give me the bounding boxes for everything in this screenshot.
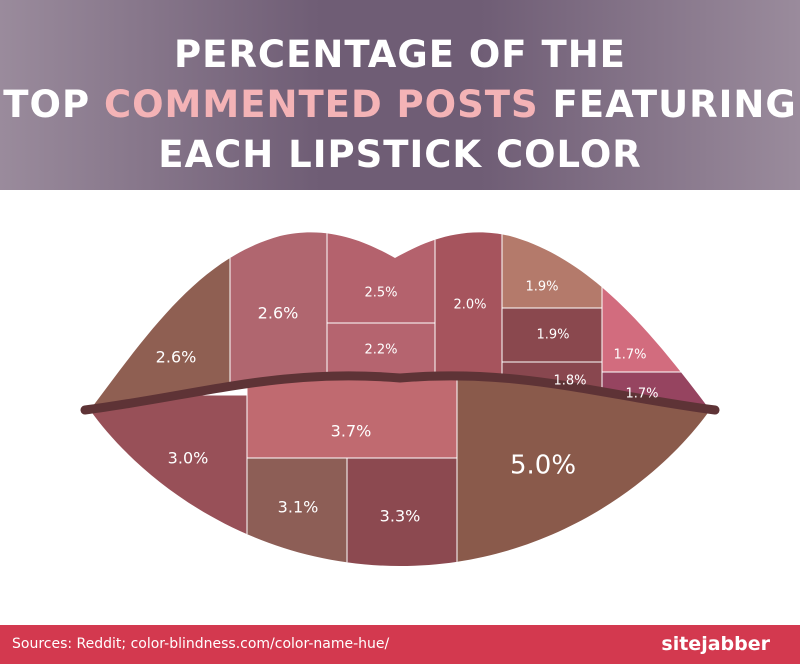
header: PERCENTAGE OF THE TOP COMMENTED POSTS FE… [0,0,800,190]
lower-lip [90,379,710,566]
source: Sources: Reddit; color-blindness.com/col… [12,636,390,652]
value-label: 1.8% [553,374,586,389]
segment [501,307,603,363]
value-label: 2.5% [364,286,397,301]
value-label: 3.0% [168,449,209,468]
value-label: 1.9% [525,280,558,295]
value-label: 3.3% [380,507,421,526]
segment [346,457,458,566]
footer: Sources: Reddit; color-blindness.com/col… [0,625,800,664]
chart: 2.6% 2.6% 2.5% 2.2% 2.0% 1.9% 1.9% 1.7% 1.8% 1.7%… [80,232,720,566]
mouth-line [80,371,720,415]
value-label: 3.7% [331,422,372,441]
value-label: 5.0% [510,451,576,481]
value-label: 1.9% [536,328,569,343]
title-text: TOP [3,83,91,126]
labels: 2.6% 2.6% 2.5% 2.2% 2.0% 1.9% 1.9% 1.7% 1.8% 1.7%… [156,280,659,526]
title-highlight: COMMENTED POSTS [103,83,539,126]
value-label: 2.0% [453,298,486,313]
title-text: FEATURING [552,83,797,126]
value-label: 1.7% [613,348,646,363]
value-label: 2.2% [364,343,397,358]
title-text: EACH LIPSTICK COLOR [158,133,642,176]
value-label: 1.7% [625,387,658,402]
title: PERCENTAGE OF THE TOP COMMENTED POSTS FE… [0,30,800,180]
value-label: 2.6% [156,348,197,367]
segment [326,232,436,324]
brand: sitejabber [661,633,770,655]
segment [246,379,458,459]
value-label: 3.1% [278,498,319,517]
segment [501,232,603,309]
title-text: PERCENTAGE OF THE [174,33,626,76]
value-label: 2.6% [258,304,299,323]
segment [90,394,248,566]
